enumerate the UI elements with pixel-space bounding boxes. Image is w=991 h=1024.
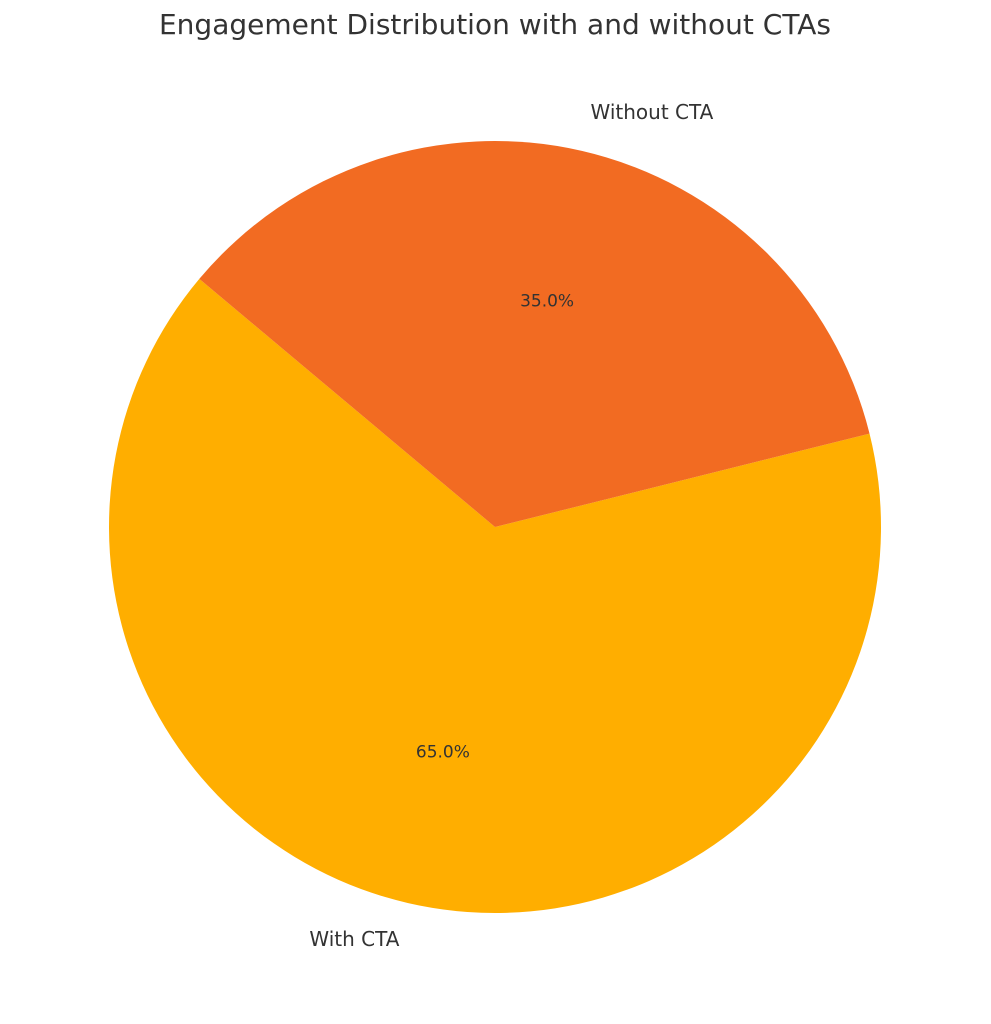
slice-label: Without CTA <box>591 100 714 124</box>
chart-title: Engagement Distribution with and without… <box>159 8 831 41</box>
slice-label: With CTA <box>309 927 399 951</box>
value-label: 35.0% <box>520 291 574 311</box>
pie-slice <box>199 140 870 527</box>
pie-slice <box>109 278 882 913</box>
value-label: 65.0% <box>416 743 470 763</box>
